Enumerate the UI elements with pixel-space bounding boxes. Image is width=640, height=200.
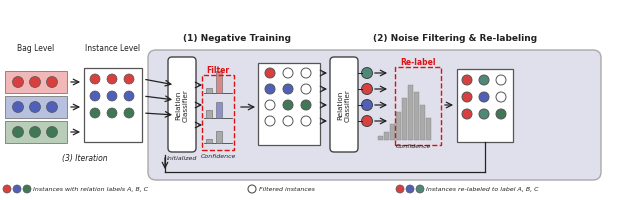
Circle shape xyxy=(13,77,24,88)
Bar xyxy=(426,118,431,140)
Circle shape xyxy=(248,185,256,193)
Circle shape xyxy=(462,93,472,102)
Circle shape xyxy=(283,69,293,79)
Circle shape xyxy=(362,116,372,127)
Text: (1) Negative Training: (1) Negative Training xyxy=(183,34,291,43)
Circle shape xyxy=(47,127,58,138)
Text: Initialized: Initialized xyxy=(167,155,197,160)
Circle shape xyxy=(283,100,293,110)
Circle shape xyxy=(496,93,506,102)
Circle shape xyxy=(124,92,134,101)
Bar xyxy=(390,124,395,140)
Circle shape xyxy=(283,116,293,126)
Bar xyxy=(402,99,407,140)
Bar xyxy=(216,131,222,143)
Circle shape xyxy=(479,76,489,86)
Circle shape xyxy=(362,68,372,79)
Bar xyxy=(216,72,222,94)
Circle shape xyxy=(362,84,372,95)
FancyBboxPatch shape xyxy=(330,58,358,152)
Circle shape xyxy=(90,108,100,118)
Circle shape xyxy=(496,76,506,86)
Bar xyxy=(84,69,142,142)
Circle shape xyxy=(479,93,489,102)
Bar xyxy=(420,105,425,140)
Bar xyxy=(384,132,389,140)
Bar xyxy=(5,72,67,94)
Text: (3) Iteration: (3) Iteration xyxy=(62,154,108,163)
Circle shape xyxy=(3,185,11,193)
Circle shape xyxy=(29,102,40,113)
FancyBboxPatch shape xyxy=(168,58,196,152)
Circle shape xyxy=(265,116,275,126)
Bar xyxy=(414,93,419,140)
Circle shape xyxy=(479,109,489,119)
Text: Relation
Classifier: Relation Classifier xyxy=(175,89,189,121)
Text: Confidence: Confidence xyxy=(200,153,236,158)
Circle shape xyxy=(406,185,414,193)
Circle shape xyxy=(265,69,275,79)
Circle shape xyxy=(13,185,21,193)
Circle shape xyxy=(283,85,293,95)
Bar xyxy=(5,121,67,143)
Text: Confidence: Confidence xyxy=(396,143,431,148)
Text: (2) Noise Filtering & Re-labeling: (2) Noise Filtering & Re-labeling xyxy=(373,34,537,43)
Text: Relation
Classifier: Relation Classifier xyxy=(337,89,351,121)
Circle shape xyxy=(23,185,31,193)
Circle shape xyxy=(462,76,472,86)
Bar xyxy=(408,86,413,140)
Circle shape xyxy=(301,85,311,95)
Circle shape xyxy=(462,109,472,119)
Circle shape xyxy=(13,102,24,113)
Text: Instance Level: Instance Level xyxy=(85,44,141,53)
Circle shape xyxy=(265,100,275,110)
Bar xyxy=(258,64,320,145)
Bar xyxy=(216,102,222,118)
Circle shape xyxy=(47,102,58,113)
Bar xyxy=(206,139,212,143)
Circle shape xyxy=(90,75,100,85)
Circle shape xyxy=(301,116,311,126)
Circle shape xyxy=(301,69,311,79)
Bar xyxy=(457,70,513,142)
Circle shape xyxy=(107,75,117,85)
Circle shape xyxy=(124,75,134,85)
Bar xyxy=(395,68,441,145)
FancyBboxPatch shape xyxy=(148,51,601,180)
Circle shape xyxy=(124,108,134,118)
Circle shape xyxy=(107,108,117,118)
Text: Bag Level: Bag Level xyxy=(17,44,54,53)
Circle shape xyxy=(13,127,24,138)
Text: Instances with relation labels A, B, C: Instances with relation labels A, B, C xyxy=(33,187,148,192)
Circle shape xyxy=(265,85,275,95)
Bar xyxy=(202,76,234,150)
Circle shape xyxy=(362,100,372,111)
Circle shape xyxy=(496,109,506,119)
Circle shape xyxy=(29,127,40,138)
Bar xyxy=(378,136,383,140)
Circle shape xyxy=(29,77,40,88)
Circle shape xyxy=(107,92,117,101)
Circle shape xyxy=(301,100,311,110)
Text: Filtered instances: Filtered instances xyxy=(259,187,315,192)
Text: Instances re-labeled to label A, B, C: Instances re-labeled to label A, B, C xyxy=(426,187,538,192)
Text: Re-label: Re-label xyxy=(400,58,436,67)
Bar xyxy=(396,112,401,140)
Circle shape xyxy=(47,77,58,88)
Circle shape xyxy=(416,185,424,193)
Bar xyxy=(206,89,212,94)
Circle shape xyxy=(90,92,100,101)
Circle shape xyxy=(396,185,404,193)
Bar xyxy=(5,97,67,118)
Text: Filter: Filter xyxy=(207,66,230,75)
Bar xyxy=(206,110,212,118)
